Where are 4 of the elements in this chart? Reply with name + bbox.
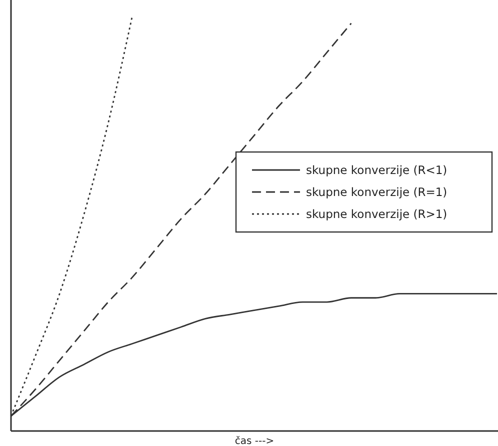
x-axis-title: čas ---> bbox=[234, 436, 274, 446]
legend-label: skupne konverzije (R<1) bbox=[306, 163, 448, 177]
legend-label: skupne konverzije (R=1) bbox=[306, 185, 448, 199]
legend-label: skupne konverzije (R>1) bbox=[306, 207, 448, 221]
